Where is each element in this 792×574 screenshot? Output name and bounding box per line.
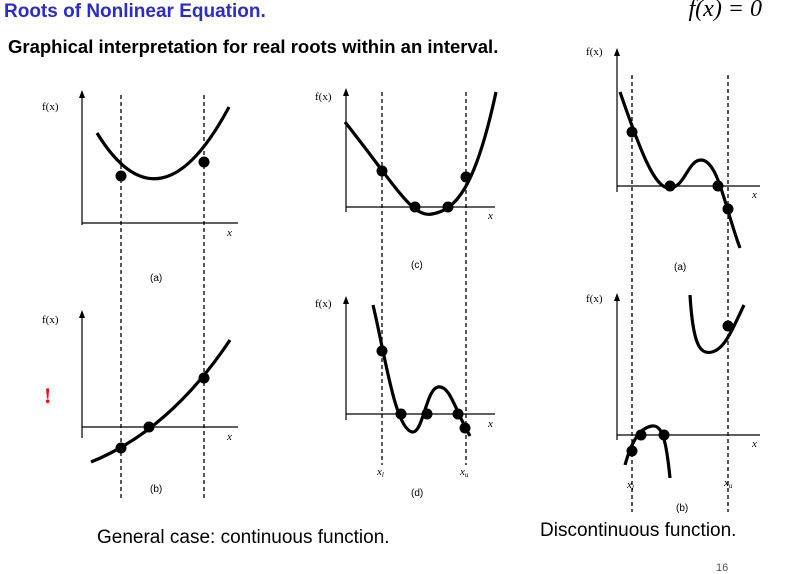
root-dot	[635, 429, 647, 441]
root-dot	[198, 156, 210, 168]
root-dot	[664, 180, 676, 192]
root-dot	[658, 429, 670, 441]
axis-label-fx: f(x)	[42, 101, 59, 113]
page-number: 16	[716, 562, 729, 574]
root-dot	[712, 180, 724, 192]
root-dot	[459, 422, 471, 434]
graph-d	[343, 296, 495, 437]
disc-graph-label-b: (b)	[676, 503, 688, 514]
disc-graph-label-a: (a)	[674, 262, 686, 273]
graph-label-d: (d)	[411, 488, 423, 499]
root-dot	[421, 408, 433, 420]
x-upper-label: xu	[723, 477, 733, 490]
root-dot	[442, 201, 454, 213]
warning-mark: !	[44, 383, 52, 408]
axis-label-fx: f(x)	[586, 293, 603, 305]
axis-label-x: x	[751, 438, 757, 450]
root-dot	[626, 126, 638, 138]
root-dot	[409, 201, 421, 213]
root-dot	[722, 203, 734, 215]
graph-label-c: (c)	[411, 260, 423, 271]
root-dot	[626, 445, 638, 457]
root-dot	[198, 372, 210, 384]
slide-title: Roots of Nonlinear Equation.	[4, 1, 266, 22]
root-dot	[115, 170, 127, 182]
graph-label-b: (b)	[150, 484, 162, 495]
root-dot	[722, 320, 734, 332]
graph-a	[79, 90, 238, 500]
axis-label-fx: f(x)	[586, 46, 603, 58]
caption-continuous: General case: continuous function.	[97, 527, 390, 548]
x-lower-label: xl	[626, 479, 634, 492]
axis-label-x: x	[487, 418, 493, 430]
x-lower-label: xl	[376, 466, 384, 479]
slide-subtitle: Graphical interpretation for real roots …	[8, 36, 499, 57]
graph-b	[79, 310, 238, 464]
axis-label-x: x	[226, 431, 232, 443]
equation-label: f(x) = 0	[688, 0, 763, 22]
x-upper-label: xu	[459, 466, 469, 479]
axis-label-fx: f(x)	[42, 314, 59, 326]
axis-label-x: x	[487, 210, 493, 222]
axis-label-x: x	[226, 227, 232, 239]
axis-label-fx: f(x)	[315, 298, 332, 310]
root-dot	[452, 408, 464, 420]
root-dot	[395, 408, 407, 420]
disc-graph-a	[614, 48, 760, 512]
graph-label-a: (a)	[150, 273, 162, 284]
root-dot	[460, 171, 472, 183]
caption-discontinuous: Discontinuous function.	[540, 520, 737, 541]
axis-label-x: x	[751, 189, 757, 201]
graph-c	[343, 88, 498, 465]
root-dot	[143, 421, 155, 433]
root-dot	[376, 165, 388, 177]
root-dot	[115, 442, 127, 454]
root-dot	[376, 345, 388, 357]
axis-label-fx: f(x)	[315, 91, 332, 103]
